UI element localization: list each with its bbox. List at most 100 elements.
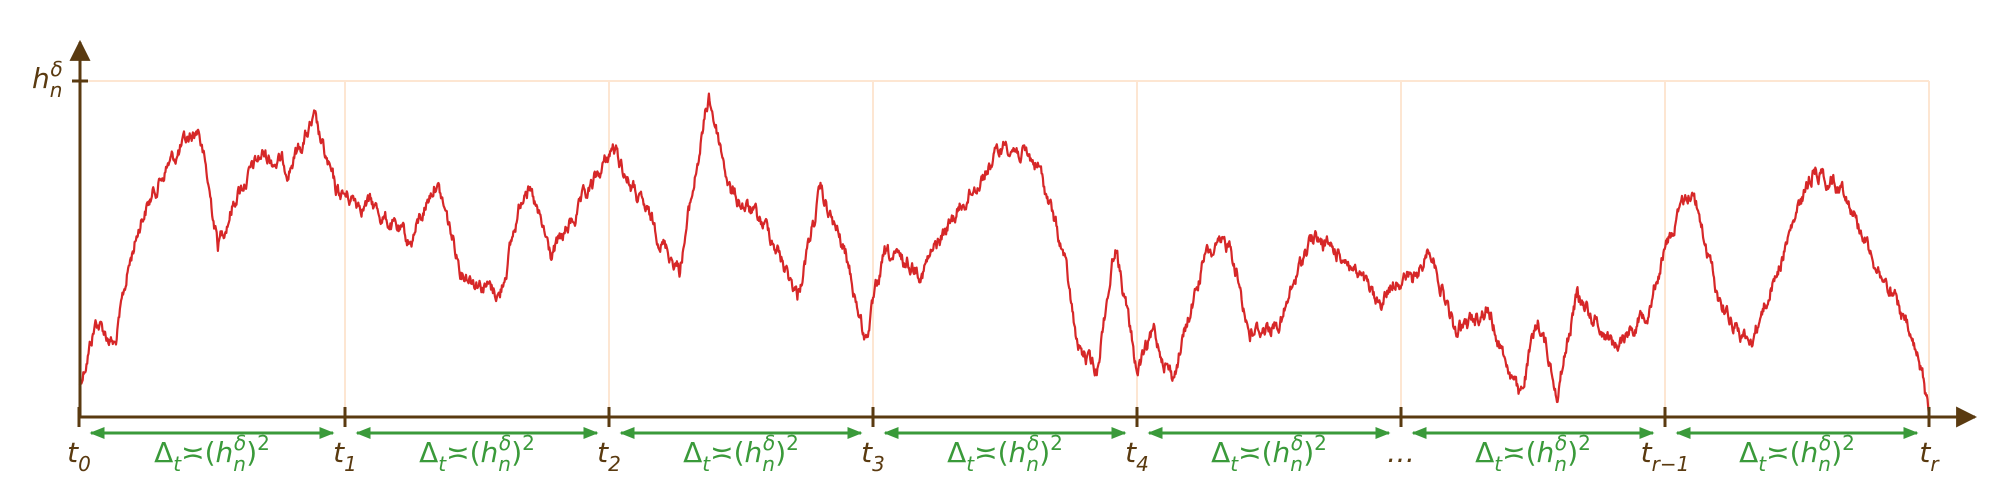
label-part: h bbox=[1009, 436, 1027, 469]
x-tick-label: … bbox=[1387, 436, 1415, 469]
label-part: t bbox=[438, 452, 447, 476]
x-tick-label: t4 bbox=[1125, 436, 1149, 476]
label-part: δ bbox=[499, 431, 511, 455]
label-part: δ bbox=[763, 431, 775, 455]
label-part: t bbox=[597, 436, 609, 469]
label-part: h bbox=[481, 436, 499, 469]
label-part: … bbox=[1387, 436, 1415, 469]
label-part: ≍ bbox=[446, 436, 469, 469]
label-part: δ bbox=[1027, 431, 1039, 455]
label-part: n bbox=[233, 452, 246, 476]
interval-label: Δt≍(hnδ)2 bbox=[683, 431, 799, 476]
label-part: t bbox=[702, 452, 711, 476]
label-part: δ bbox=[234, 431, 246, 455]
label-part: ) bbox=[1831, 436, 1842, 469]
label-part: ≍ bbox=[974, 436, 997, 469]
label-part: Δ bbox=[1211, 436, 1230, 469]
label-part: 2 bbox=[522, 431, 535, 455]
label-part: h bbox=[1273, 436, 1291, 469]
label-part: n bbox=[1818, 452, 1831, 476]
label-part: Δ bbox=[419, 436, 438, 469]
label-part: 2 bbox=[1578, 431, 1591, 455]
label-part: ( bbox=[470, 436, 481, 469]
label-part: 2 bbox=[257, 431, 270, 455]
label-part: t bbox=[1758, 452, 1767, 476]
label-part: ( bbox=[1262, 436, 1273, 469]
interval-label: Δt≍(hnδ)2 bbox=[947, 431, 1063, 476]
label-part: t bbox=[966, 452, 975, 476]
label-part: t bbox=[1641, 436, 1653, 469]
label-part: ) bbox=[246, 436, 257, 469]
label-part: ( bbox=[998, 436, 1009, 469]
label-part: Δ bbox=[683, 436, 702, 469]
label-part: 1 bbox=[344, 452, 357, 476]
label-part: 2 bbox=[1842, 431, 1855, 455]
label-part: t bbox=[67, 436, 79, 469]
label-part: Δ bbox=[1475, 436, 1494, 469]
label-part: t bbox=[1919, 436, 1931, 469]
label-part: 2 bbox=[608, 452, 621, 476]
label-part: ) bbox=[511, 436, 522, 469]
label-part: ≍ bbox=[1238, 436, 1261, 469]
label-part: 0 bbox=[78, 452, 91, 476]
label-part: ) bbox=[1567, 436, 1578, 469]
label-part: δ bbox=[50, 57, 62, 81]
label-part: ( bbox=[1526, 436, 1537, 469]
label-part: δ bbox=[1291, 431, 1303, 455]
label-part: 2 bbox=[1314, 431, 1327, 455]
label-part: n bbox=[1290, 452, 1303, 476]
label-part: n bbox=[50, 78, 63, 102]
label-part: Δ bbox=[1739, 436, 1758, 469]
label-part: ) bbox=[1039, 436, 1050, 469]
interval-label: Δt≍(hnδ)2 bbox=[1739, 431, 1855, 476]
x-tick-label: tr bbox=[1919, 436, 1940, 476]
label-part: h bbox=[745, 436, 763, 469]
label-part: 4 bbox=[1136, 452, 1149, 476]
label-part: δ bbox=[1555, 431, 1567, 455]
interval-label: Δt≍(hnδ)2 bbox=[419, 431, 535, 476]
label-part: t bbox=[173, 452, 182, 476]
label-part: ( bbox=[1790, 436, 1801, 469]
x-tick-label: t1 bbox=[333, 436, 357, 476]
label-part: 3 bbox=[872, 452, 885, 476]
label-part: ( bbox=[734, 436, 745, 469]
label-part: t bbox=[333, 436, 345, 469]
interval-label: Δt≍(hnδ)2 bbox=[1475, 431, 1591, 476]
label-part: 2 bbox=[786, 431, 799, 455]
label-part: ≍ bbox=[710, 436, 733, 469]
label-part: h bbox=[216, 436, 234, 469]
label-part: t bbox=[861, 436, 873, 469]
label-part: n bbox=[498, 452, 511, 476]
label-part: ) bbox=[775, 436, 786, 469]
label-part: ( bbox=[205, 436, 216, 469]
x-tick-label: t2 bbox=[597, 436, 621, 476]
label-part: h bbox=[32, 62, 50, 95]
label-part: n bbox=[762, 452, 775, 476]
label-part: n bbox=[1026, 452, 1039, 476]
label-part: 2 bbox=[1050, 431, 1063, 455]
x-tick-label: t3 bbox=[861, 436, 885, 476]
label-part: ≍ bbox=[1766, 436, 1789, 469]
label-part: ≍ bbox=[1502, 436, 1525, 469]
label-part: h bbox=[1801, 436, 1819, 469]
y-axis-label: hnδ bbox=[32, 57, 63, 102]
grid bbox=[80, 80, 1930, 417]
label-part: t bbox=[1230, 452, 1239, 476]
random-walk bbox=[78, 92, 1931, 417]
x-tick-label: t0 bbox=[67, 436, 91, 476]
interval-label: Δt≍(hnδ)2 bbox=[154, 431, 270, 476]
label-part: r bbox=[1930, 452, 1940, 476]
label-part: n bbox=[1554, 452, 1567, 476]
label-part: t bbox=[1494, 452, 1503, 476]
label-part: ) bbox=[1303, 436, 1314, 469]
label-part: Δ bbox=[154, 436, 173, 469]
interval-label: Δt≍(hnδ)2 bbox=[1211, 431, 1327, 476]
label-part: ≍ bbox=[181, 436, 204, 469]
label-part: h bbox=[1537, 436, 1555, 469]
label-part: r−1 bbox=[1652, 452, 1690, 476]
label-part: Δ bbox=[947, 436, 966, 469]
label-part: t bbox=[1125, 436, 1137, 469]
x-tick-label: tr−1 bbox=[1641, 436, 1690, 476]
label-part: δ bbox=[1819, 431, 1831, 455]
